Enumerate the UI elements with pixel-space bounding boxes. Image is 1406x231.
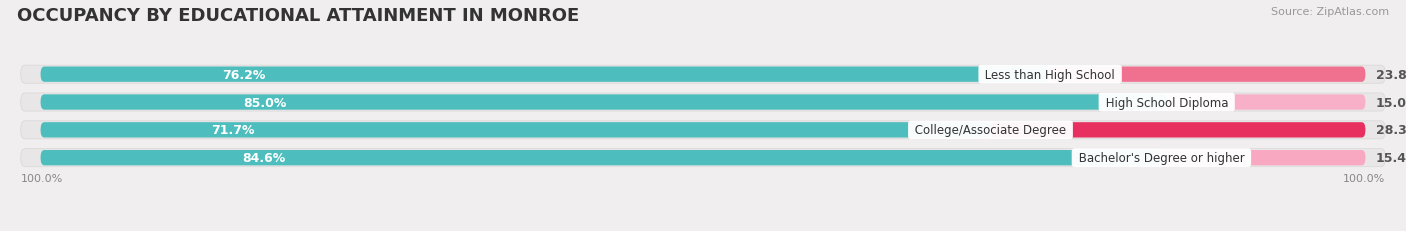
Text: 76.2%: 76.2% [222, 68, 266, 81]
FancyBboxPatch shape [1167, 95, 1365, 110]
Text: High School Diploma: High School Diploma [1101, 96, 1232, 109]
FancyBboxPatch shape [1050, 67, 1365, 82]
Text: 71.7%: 71.7% [211, 124, 254, 137]
FancyBboxPatch shape [21, 149, 1385, 167]
FancyBboxPatch shape [1161, 150, 1365, 166]
Text: 84.6%: 84.6% [242, 152, 285, 164]
Text: 28.3%: 28.3% [1376, 124, 1406, 137]
Text: 23.8%: 23.8% [1376, 68, 1406, 81]
Text: Less than High School: Less than High School [981, 68, 1119, 81]
Text: College/Associate Degree: College/Associate Degree [911, 124, 1070, 137]
Text: 15.0%: 15.0% [1376, 96, 1406, 109]
Text: 100.0%: 100.0% [21, 173, 63, 183]
Text: Bachelor's Degree or higher: Bachelor's Degree or higher [1074, 152, 1249, 164]
FancyBboxPatch shape [41, 123, 990, 138]
FancyBboxPatch shape [41, 150, 1161, 166]
Text: 15.4%: 15.4% [1376, 152, 1406, 164]
FancyBboxPatch shape [990, 123, 1365, 138]
FancyBboxPatch shape [21, 121, 1385, 139]
FancyBboxPatch shape [41, 95, 1167, 110]
Text: Source: ZipAtlas.com: Source: ZipAtlas.com [1271, 7, 1389, 17]
Text: 100.0%: 100.0% [1343, 173, 1385, 183]
FancyBboxPatch shape [21, 66, 1385, 84]
FancyBboxPatch shape [21, 94, 1385, 112]
Text: 85.0%: 85.0% [243, 96, 287, 109]
Text: OCCUPANCY BY EDUCATIONAL ATTAINMENT IN MONROE: OCCUPANCY BY EDUCATIONAL ATTAINMENT IN M… [17, 7, 579, 25]
FancyBboxPatch shape [41, 67, 1050, 82]
